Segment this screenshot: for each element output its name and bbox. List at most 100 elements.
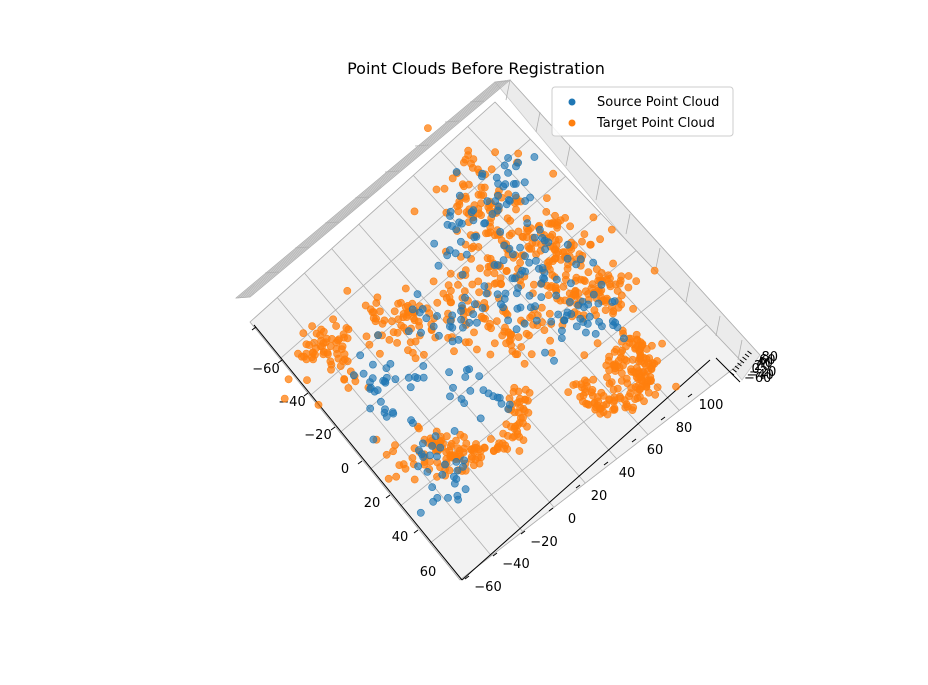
target-point: [502, 266, 511, 275]
target-point: [508, 347, 517, 355]
source-point: [417, 328, 425, 337]
source-point: [530, 153, 539, 161]
target-point: [606, 282, 615, 291]
target-point: [651, 390, 660, 399]
z-tick-label: −40: [747, 368, 774, 383]
grid-line: [469, 100, 485, 103]
grid-line: [737, 339, 743, 361]
source-point: [466, 386, 475, 395]
source-point: [380, 377, 389, 386]
target-point: [566, 222, 574, 231]
z-tick-label: 20: [754, 359, 771, 374]
y-tick-mark: [603, 461, 609, 466]
target-point: [490, 269, 499, 278]
source-point: [532, 316, 541, 325]
target-point: [477, 183, 486, 192]
source-point: [511, 179, 520, 188]
x-tick-label: −20: [304, 428, 331, 443]
source-point: [537, 293, 546, 301]
source-point: [449, 383, 457, 392]
source-point: [494, 191, 502, 200]
target-point: [486, 435, 495, 443]
source-point: [368, 374, 377, 383]
source-point: [431, 432, 440, 440]
target-point: [497, 280, 505, 289]
target-point: [624, 283, 633, 292]
target-point: [605, 379, 614, 388]
source-point: [572, 322, 581, 331]
target-point: [609, 385, 618, 394]
target-point: [411, 337, 420, 346]
target-point: [525, 388, 534, 397]
source-point: [504, 154, 512, 162]
target-point: [484, 322, 493, 331]
target-point: [442, 432, 451, 441]
target-point: [555, 235, 563, 244]
source-point: [423, 467, 432, 476]
source-point: [477, 172, 486, 181]
source-point: [532, 256, 540, 265]
source-point: [446, 317, 455, 326]
y-tick-mark: [464, 575, 470, 580]
target-point: [482, 229, 490, 238]
source-point: [478, 304, 487, 312]
grid-line: [444, 120, 460, 123]
target-point: [547, 220, 556, 228]
grid-line: [249, 101, 496, 323]
target-point: [419, 350, 428, 359]
target-point: [672, 382, 680, 391]
target-point: [483, 254, 492, 263]
source-point: [567, 279, 575, 288]
source-point: [505, 196, 514, 205]
source-point: [504, 405, 513, 413]
grid-line: [239, 81, 500, 299]
target-point: [464, 151, 472, 159]
target-point: [548, 230, 557, 239]
target-point: [299, 329, 308, 337]
source-point: [538, 264, 547, 272]
source-point: [454, 495, 462, 504]
target-point: [506, 335, 515, 344]
source-point: [407, 416, 415, 425]
grid-line: [237, 81, 498, 299]
source-point: [472, 318, 481, 327]
source-point: [456, 237, 465, 246]
x-tick-mark: [413, 529, 419, 534]
target-point: [530, 280, 538, 289]
source-point: [455, 191, 464, 200]
source-point: [613, 323, 622, 332]
source-point: [535, 225, 544, 234]
target-point: [604, 356, 613, 365]
source-point: [488, 210, 497, 218]
source-point: [521, 197, 529, 205]
target-point: [439, 289, 448, 298]
source-point: [450, 427, 459, 435]
source-point: [516, 243, 524, 252]
target-point: [624, 272, 633, 280]
source-point: [416, 508, 425, 517]
target-point: [477, 191, 485, 199]
target-point: [559, 248, 567, 257]
target-point: [508, 433, 517, 442]
z-tick-label: 60: [759, 353, 776, 368]
source-point: [531, 302, 539, 311]
target-point: [544, 258, 552, 267]
source-point: [436, 443, 445, 452]
target-point: [514, 408, 523, 417]
target-point: [462, 439, 471, 448]
y-tick-label: −20: [530, 535, 557, 550]
x-tick-label: 20: [364, 496, 381, 511]
source-point: [445, 368, 453, 377]
y-tick-label: 100: [699, 398, 724, 413]
target-point: [303, 376, 311, 384]
target-point: [589, 375, 598, 384]
target-point: [620, 355, 629, 364]
target-point: [444, 281, 453, 290]
source-point: [591, 329, 600, 338]
x-tick-label: 0: [341, 462, 349, 477]
source-point: [558, 326, 566, 335]
target-point: [578, 237, 586, 246]
source-point: [554, 310, 563, 319]
